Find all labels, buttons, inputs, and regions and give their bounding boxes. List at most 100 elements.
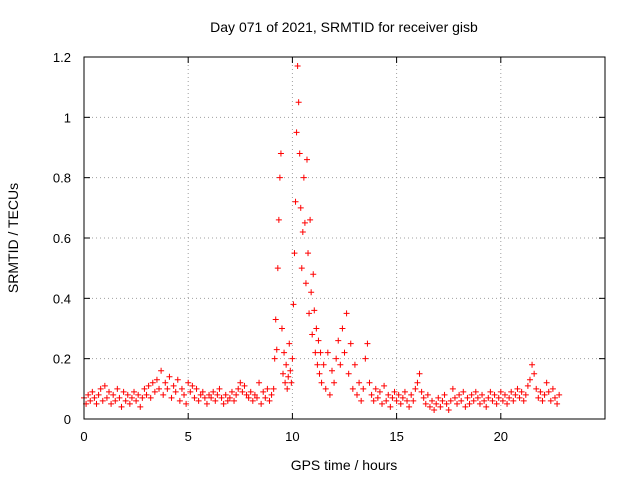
data-point bbox=[470, 397, 477, 404]
data-point bbox=[162, 379, 169, 386]
data-point bbox=[297, 204, 304, 211]
data-point bbox=[199, 388, 206, 395]
data-point bbox=[247, 388, 254, 395]
data-point bbox=[370, 397, 377, 404]
data-point bbox=[99, 397, 106, 404]
data-point bbox=[276, 174, 283, 181]
data-point bbox=[358, 397, 365, 404]
data-point bbox=[197, 391, 204, 398]
data-point bbox=[160, 391, 167, 398]
data-point bbox=[456, 391, 463, 398]
data-point bbox=[239, 388, 246, 395]
data-point bbox=[311, 307, 318, 314]
data-point bbox=[520, 397, 527, 404]
tick-labels: 0 5 10 15 20 0 0.2 0.4 0.6 0.8 1 1.2 bbox=[53, 50, 508, 444]
data-point bbox=[466, 400, 473, 407]
data-point bbox=[228, 388, 235, 395]
data-point bbox=[491, 391, 498, 398]
data-point bbox=[224, 397, 231, 404]
data-point bbox=[324, 349, 331, 356]
data-point bbox=[537, 388, 544, 395]
data-point bbox=[554, 400, 561, 407]
data-point bbox=[318, 379, 325, 386]
data-point bbox=[218, 394, 225, 401]
axis-ticks bbox=[83, 56, 605, 420]
data-point bbox=[280, 370, 287, 377]
y-tick-label: 1 bbox=[64, 110, 71, 125]
data-point bbox=[106, 388, 113, 395]
data-point bbox=[292, 198, 299, 205]
data-point bbox=[479, 391, 486, 398]
x-axis-title: GPS time / hours bbox=[291, 457, 398, 473]
data-point bbox=[337, 361, 344, 368]
data-point bbox=[454, 400, 461, 407]
data-point bbox=[274, 265, 281, 272]
data-point bbox=[253, 394, 260, 401]
data-point bbox=[526, 376, 533, 383]
data-point bbox=[260, 388, 267, 395]
data-point bbox=[474, 394, 481, 401]
y-tick-label: 0.6 bbox=[53, 231, 71, 246]
y-tick-label: 0.4 bbox=[53, 291, 71, 306]
data-point bbox=[381, 382, 388, 389]
data-point bbox=[300, 174, 307, 181]
data-point bbox=[243, 391, 250, 398]
data-point bbox=[210, 388, 217, 395]
data-point bbox=[356, 379, 363, 386]
data-point bbox=[406, 403, 413, 410]
data-point bbox=[166, 373, 173, 380]
y-tick-label: 0 bbox=[64, 412, 71, 427]
data-point bbox=[516, 394, 523, 401]
data-point bbox=[522, 391, 529, 398]
x-tick-label: 0 bbox=[80, 429, 87, 444]
data-point bbox=[226, 394, 233, 401]
data-point bbox=[410, 397, 417, 404]
grid bbox=[84, 57, 605, 419]
data-point bbox=[139, 394, 146, 401]
data-point bbox=[320, 361, 327, 368]
data-point bbox=[468, 391, 475, 398]
data-point bbox=[460, 388, 467, 395]
data-point bbox=[313, 325, 320, 332]
data-point bbox=[354, 391, 361, 398]
data-point bbox=[270, 385, 277, 392]
data-point bbox=[341, 349, 348, 356]
data-point bbox=[368, 391, 375, 398]
data-point bbox=[322, 385, 329, 392]
data-point bbox=[193, 385, 200, 392]
data-point bbox=[203, 400, 210, 407]
data-point bbox=[288, 379, 295, 386]
data-point bbox=[91, 394, 98, 401]
data-point bbox=[345, 370, 352, 377]
data-point bbox=[262, 394, 269, 401]
data-point bbox=[237, 379, 244, 386]
data-point bbox=[399, 394, 406, 401]
data-point bbox=[271, 355, 278, 362]
data-point bbox=[443, 400, 450, 407]
data-point bbox=[137, 403, 144, 410]
data-point bbox=[487, 388, 494, 395]
data-point bbox=[302, 280, 309, 287]
x-tick-label: 20 bbox=[494, 429, 508, 444]
data-point bbox=[391, 388, 398, 395]
data-points bbox=[81, 63, 563, 413]
data-point bbox=[397, 400, 404, 407]
data-point bbox=[164, 385, 171, 392]
data-point bbox=[208, 394, 215, 401]
data-point bbox=[449, 385, 456, 392]
data-point bbox=[545, 388, 552, 395]
data-point bbox=[264, 385, 271, 392]
data-point bbox=[170, 382, 177, 389]
data-point bbox=[489, 397, 496, 404]
data-point bbox=[135, 391, 142, 398]
data-point bbox=[424, 391, 431, 398]
data-point bbox=[420, 394, 427, 401]
data-point bbox=[317, 349, 324, 356]
data-point bbox=[301, 219, 308, 226]
data-point bbox=[220, 400, 227, 407]
data-point bbox=[435, 394, 442, 401]
data-point bbox=[556, 391, 563, 398]
data-point bbox=[483, 403, 490, 410]
y-tick-label: 0.8 bbox=[53, 171, 71, 186]
